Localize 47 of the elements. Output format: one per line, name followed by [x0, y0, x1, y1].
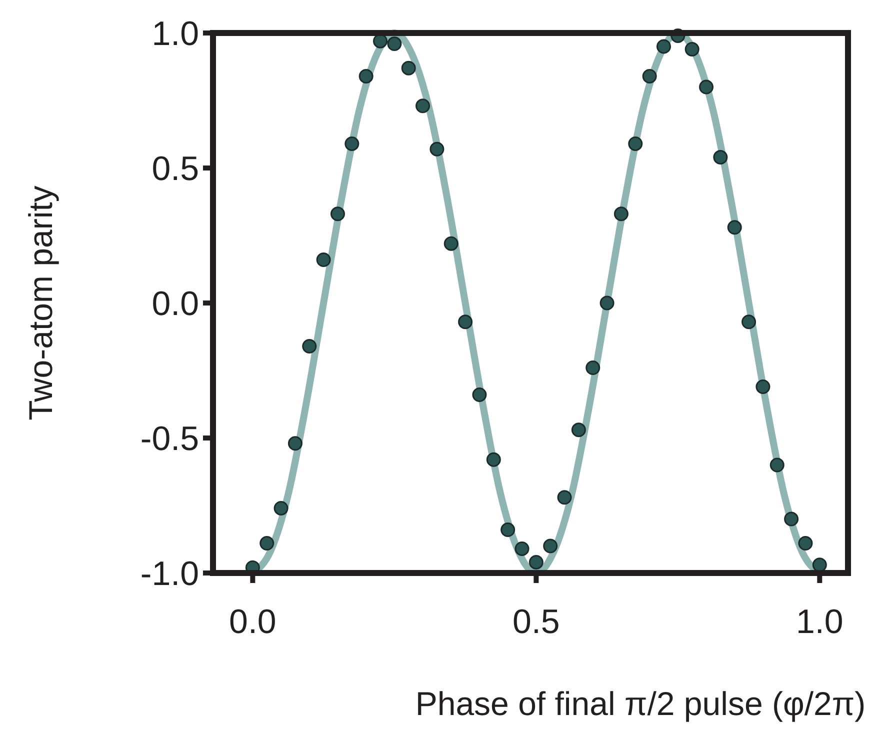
point: [557, 490, 572, 505]
point: [699, 80, 714, 94]
point: [472, 388, 487, 402]
point: [656, 39, 671, 54]
point: [600, 296, 614, 310]
point: [401, 60, 416, 76]
point: [330, 206, 345, 222]
point: [302, 338, 317, 354]
point: [500, 522, 516, 538]
point: [684, 42, 700, 56]
x-axis-title: Phase of final π/2 pulse (φ/2π): [415, 685, 866, 722]
point: [784, 512, 799, 526]
point: [387, 36, 402, 52]
y-tick-label: -1.0: [140, 554, 199, 593]
x-tick-label: 1.0: [796, 603, 844, 641]
y-axis-title: Two-atom parity: [22, 185, 59, 420]
point: [742, 314, 756, 330]
point: [727, 220, 742, 235]
point: [614, 206, 628, 222]
point: [358, 68, 374, 84]
point: [344, 136, 360, 151]
y-tick-label: 0.5: [152, 150, 199, 188]
point: [571, 422, 586, 438]
point: [274, 500, 288, 516]
point: [444, 236, 458, 251]
point: [458, 314, 473, 330]
point: [486, 452, 501, 467]
point: [798, 536, 813, 551]
y-tick-label: 1.0: [152, 14, 199, 53]
point: [642, 68, 657, 84]
y-tick-label: 0.0: [152, 284, 199, 323]
point: [430, 142, 444, 156]
point: [713, 150, 728, 164]
point: [586, 360, 600, 376]
point: [416, 98, 430, 114]
x-tick-label: 0.5: [512, 603, 560, 641]
point: [528, 554, 544, 570]
point: [756, 379, 770, 394]
point: [543, 538, 558, 554]
x-tick-label: 0.0: [229, 603, 276, 641]
point: [316, 252, 331, 268]
point: [260, 536, 274, 551]
y-tick-label: -0.5: [140, 420, 199, 458]
point: [628, 136, 643, 151]
point: [288, 436, 302, 451]
point: [770, 458, 784, 472]
point: [514, 541, 530, 556]
